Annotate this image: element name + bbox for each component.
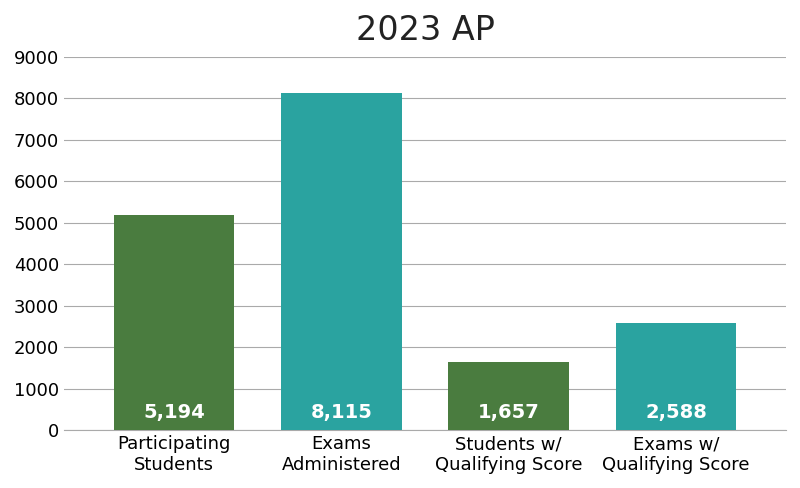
Bar — [114, 215, 234, 430]
Bar — [616, 323, 736, 430]
Text: 1,657: 1,657 — [478, 403, 540, 422]
Text: 2,588: 2,588 — [645, 403, 707, 422]
Bar — [281, 93, 402, 430]
Text: 8,115: 8,115 — [310, 403, 372, 422]
Bar — [449, 362, 569, 430]
Text: 5,194: 5,194 — [143, 403, 205, 422]
Title: 2023 AP: 2023 AP — [356, 14, 494, 47]
